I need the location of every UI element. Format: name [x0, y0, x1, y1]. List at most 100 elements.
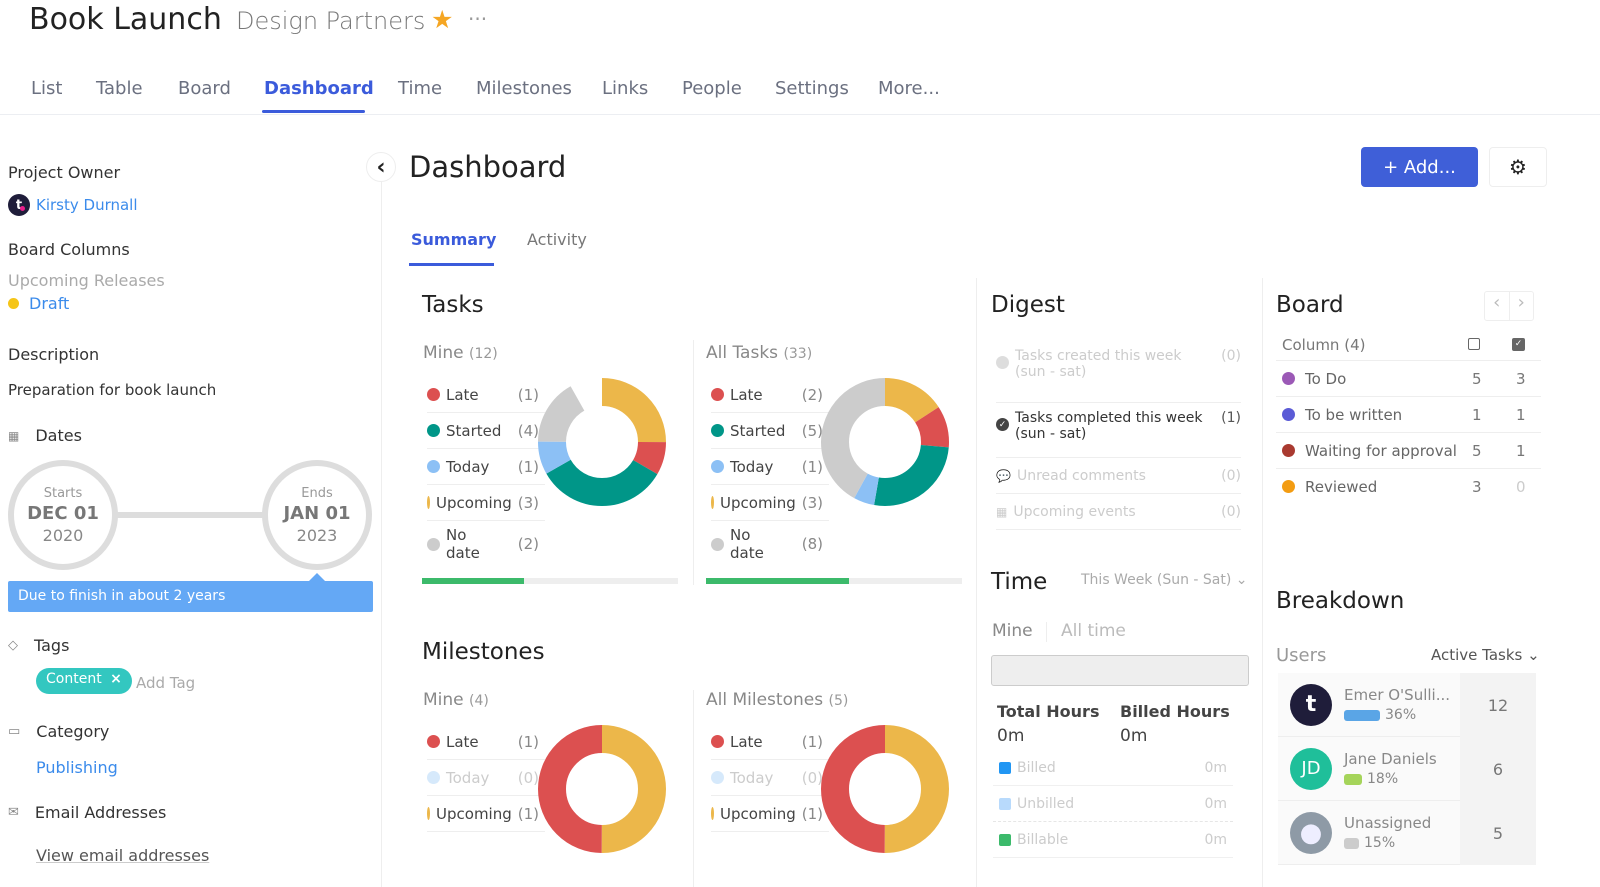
user-name: Unassigned [1344, 814, 1432, 832]
tasks-mine-progress [422, 578, 678, 584]
tasks-mine-donut[interactable] [537, 377, 667, 507]
legend-late[interactable]: Late (1) [711, 724, 829, 760]
legend-started[interactable]: Started (5) [711, 413, 829, 449]
digest-label: Tasks completed this week (sun - sat) [1015, 410, 1203, 442]
add-tag-input[interactable]: Add Tag [136, 674, 196, 692]
tag-content[interactable]: Content × [36, 668, 132, 694]
milestones-title: Milestones [422, 639, 545, 665]
user-name: Emer O'Sulli... [1344, 686, 1451, 704]
owner-label: Project Owner [8, 163, 121, 182]
category-link[interactable]: Publishing [36, 758, 118, 777]
more-options-icon[interactable]: ··· [468, 7, 488, 31]
tab-settings[interactable]: Settings [775, 78, 849, 99]
legend-late[interactable]: Late (2) [711, 377, 829, 413]
tab-milestones[interactable]: Milestones [476, 78, 572, 99]
legend-no-date[interactable]: No date (2) [427, 521, 545, 567]
legend-upcoming[interactable]: Upcoming (1) [711, 796, 829, 832]
column-color-dot [1282, 480, 1295, 493]
legend-count: (1) [517, 385, 539, 404]
due-tooltip: Due to finish in about 2 years [8, 573, 373, 612]
end-date[interactable]: Ends JAN 01 2023 [262, 460, 372, 570]
board-row-to-do[interactable]: To Do 5 3 [1276, 360, 1541, 396]
tasks-mine-legend: Late (1) Started (4) Today (1) Upcoming (3) … [427, 377, 545, 567]
time-range-select[interactable]: This Week (Sun - Sat) ⌄ [1081, 572, 1248, 588]
done-count: 1 [1516, 441, 1526, 460]
project-title: Book Launch [29, 2, 222, 37]
billable-swatch [999, 833, 1011, 846]
legend-today[interactable]: Today (1) [427, 449, 545, 485]
tab-links[interactable]: Links [602, 78, 649, 99]
user-row-emer[interactable]: t Emer O'Sulli... 36% 12 [1278, 673, 1536, 737]
legend-late[interactable]: Late (1) [427, 377, 545, 413]
board-row-reviewed[interactable]: Reviewed 3 0 [1276, 468, 1541, 504]
tab-table[interactable]: Table [96, 78, 143, 99]
owner-avatar: t [8, 194, 30, 216]
legend-label: Started [730, 421, 786, 440]
start-date[interactable]: Starts DEC 01 2020 [8, 460, 118, 570]
board-row-to-be-written[interactable]: To be written 1 1 [1276, 396, 1541, 432]
tasks-all-donut[interactable] [820, 377, 950, 507]
board-title: Board [1276, 292, 1344, 318]
board-row-waiting[interactable]: Waiting for approval 5 1 [1276, 432, 1541, 468]
time-row-label: Billable [1017, 831, 1069, 848]
remove-tag-icon[interactable]: × [110, 671, 122, 687]
legend-today[interactable]: Today (1) [711, 449, 829, 485]
board-column-link[interactable]: Draft [29, 294, 70, 313]
digest-tasks-completed[interactable]: ✓ Tasks completed this week (sun - sat) … [996, 403, 1241, 458]
calendar-icon: ▦ [996, 504, 1008, 519]
tab-list[interactable]: List [31, 78, 63, 99]
progress-fill [422, 578, 525, 584]
tab-more[interactable]: More... [878, 78, 940, 99]
milestones-all-donut[interactable] [820, 724, 950, 854]
category-label: Category [36, 722, 110, 741]
tab-dashboard[interactable]: Dashboard [264, 78, 374, 99]
tab-activity[interactable]: Activity [527, 230, 587, 249]
digest-upcoming-events[interactable]: ▦ Upcoming events (0) [996, 494, 1241, 530]
legend-count: (0) [517, 768, 539, 787]
gear-icon[interactable]: ⚙ [1489, 147, 1547, 187]
draft-color-dot [8, 298, 19, 309]
description-text[interactable]: Preparation for book launch [8, 381, 217, 399]
digest-count: (0) [1221, 348, 1241, 364]
time-filter-all[interactable]: All time [1061, 621, 1126, 641]
upcoming-dot [427, 807, 431, 820]
milestones-mine-donut[interactable] [537, 724, 667, 854]
breakdown-metric-select[interactable]: Active Tasks ⌄ [1431, 646, 1540, 664]
breakdown-group-label: Users [1276, 645, 1327, 666]
user-row-jane[interactable]: JD Jane Daniels 18% 6 [1278, 737, 1536, 801]
digest-unread-comments[interactable]: 💬 Unread comments (0) [996, 458, 1241, 494]
digest-count: (1) [1221, 410, 1241, 426]
legend-no-date[interactable]: No date (8) [711, 521, 829, 567]
legend-upcoming[interactable]: Upcoming (3) [711, 485, 829, 521]
legend-started[interactable]: Started (4) [427, 413, 545, 449]
legend-late[interactable]: Late (1) [427, 724, 545, 760]
tab-board[interactable]: Board [178, 78, 231, 99]
legend-count: (2) [517, 535, 539, 553]
start-day: DEC 01 [27, 503, 99, 524]
tab-summary[interactable]: Summary [411, 230, 497, 249]
owner-name-link[interactable]: Kirsty Durnall [36, 196, 138, 214]
all-label: All Milestones [706, 690, 824, 710]
prev-arrow-icon[interactable]: ‹ [1485, 292, 1510, 320]
legend-today[interactable]: Today (0) [711, 760, 829, 796]
project-company[interactable]: Design Partners [236, 7, 426, 35]
tab-people[interactable]: People [682, 78, 742, 99]
digest-tasks-created[interactable]: Tasks created this week (sun - sat) (0) [996, 346, 1241, 403]
add-button[interactable]: + Add... [1361, 147, 1478, 187]
next-arrow-icon[interactable]: › [1517, 292, 1525, 313]
open-checkbox-icon [1468, 338, 1480, 350]
tab-time[interactable]: Time [398, 78, 443, 99]
time-filter-mine[interactable]: Mine [992, 621, 1033, 641]
user-row-unassigned[interactable]: ● Unassigned 15% 5 [1278, 801, 1536, 865]
collapse-sidebar-button[interactable]: ‹ [366, 152, 396, 182]
tasks-all-header: All Tasks (33) [706, 343, 812, 363]
unbilled-swatch [999, 797, 1011, 810]
star-icon[interactable]: ★ [431, 5, 454, 34]
column-name: To be written [1305, 405, 1403, 424]
view-email-link[interactable]: View email addresses [36, 846, 210, 865]
legend-today[interactable]: Today (0) [427, 760, 545, 796]
legend-upcoming[interactable]: Upcoming (3) [427, 485, 545, 521]
legend-upcoming[interactable]: Upcoming (1) [427, 796, 545, 832]
check-circle-icon: ✓ [996, 418, 1009, 431]
digest-list: Tasks created this week (sun - sat) (0) … [996, 346, 1241, 530]
